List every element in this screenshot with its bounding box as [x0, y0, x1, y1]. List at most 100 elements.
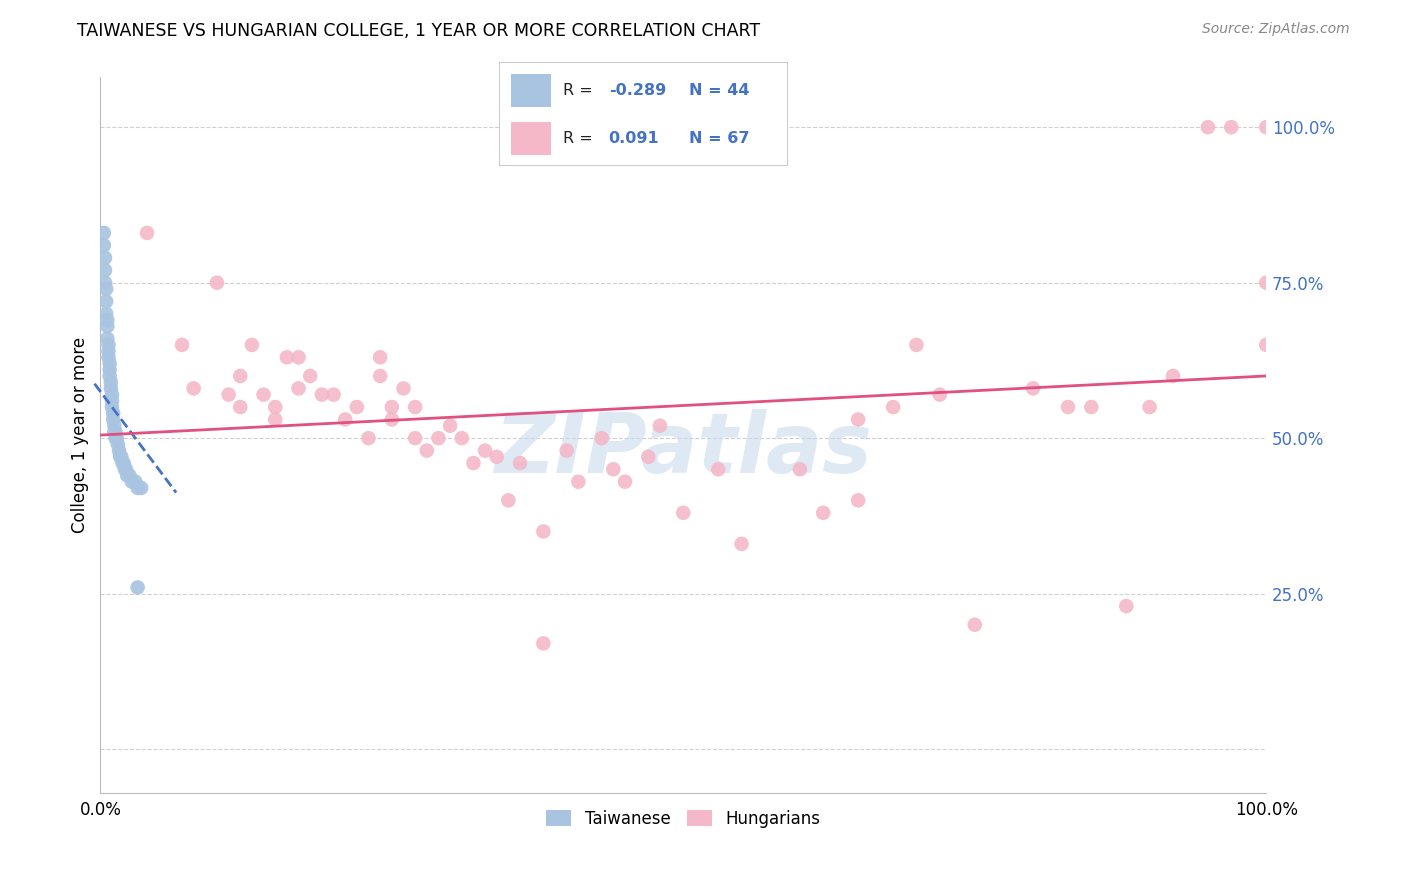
Point	[531, 524, 554, 539]
Point	[602, 462, 624, 476]
Point	[96, 313, 118, 327]
Point	[882, 400, 904, 414]
Point	[170, 338, 193, 352]
Point	[96, 307, 118, 321]
Text: N = 67: N = 67	[689, 131, 749, 146]
Point	[427, 431, 450, 445]
Point	[381, 412, 404, 426]
Point	[94, 263, 117, 277]
Point	[1256, 120, 1278, 135]
Point	[98, 363, 121, 377]
Point	[392, 381, 415, 395]
Point	[811, 506, 834, 520]
Point	[103, 425, 125, 439]
Text: ZIPatlas: ZIPatlas	[495, 409, 872, 490]
Point	[1197, 120, 1219, 135]
Point	[104, 425, 127, 439]
Point	[100, 381, 122, 395]
Point	[846, 412, 869, 426]
Text: N = 44: N = 44	[689, 83, 749, 97]
Point	[108, 450, 131, 464]
Point	[531, 636, 554, 650]
Point	[264, 400, 287, 414]
Point	[97, 344, 120, 359]
Point	[129, 481, 152, 495]
Point	[112, 456, 135, 470]
Point	[98, 368, 121, 383]
Point	[264, 412, 287, 426]
Point	[96, 319, 118, 334]
Point	[1022, 381, 1045, 395]
Text: Source: ZipAtlas.com: Source: ZipAtlas.com	[1202, 22, 1350, 37]
Point	[439, 418, 461, 433]
Point	[124, 475, 146, 489]
Point	[346, 400, 368, 414]
Point	[115, 462, 138, 476]
Point	[121, 475, 143, 489]
Point	[100, 375, 122, 389]
Point	[101, 387, 124, 401]
Point	[93, 238, 115, 252]
Point	[322, 387, 344, 401]
Point	[94, 276, 117, 290]
Point	[218, 387, 240, 401]
Point	[96, 332, 118, 346]
Point	[101, 393, 124, 408]
Point	[672, 506, 695, 520]
Point	[96, 294, 118, 309]
Point	[846, 493, 869, 508]
Point	[97, 351, 120, 365]
Point	[450, 431, 472, 445]
Point	[1256, 338, 1278, 352]
Point	[614, 475, 637, 489]
Point	[108, 443, 131, 458]
Point	[905, 338, 928, 352]
Point	[637, 450, 659, 464]
Point	[416, 443, 439, 458]
Legend: Taiwanese, Hungarians: Taiwanese, Hungarians	[540, 803, 827, 834]
Point	[229, 400, 252, 414]
Point	[252, 387, 274, 401]
Point	[205, 276, 228, 290]
Bar	[510, 122, 551, 155]
Point	[789, 462, 811, 476]
Point	[101, 406, 124, 420]
Point	[287, 381, 309, 395]
Point	[276, 351, 298, 365]
Text: 0.091: 0.091	[609, 131, 659, 146]
Point	[1080, 400, 1102, 414]
Point	[1057, 400, 1080, 414]
Point	[963, 617, 986, 632]
Point	[229, 368, 252, 383]
Point	[381, 400, 404, 414]
Point	[93, 226, 115, 240]
Point	[101, 400, 124, 414]
Point	[127, 481, 149, 495]
Point	[567, 475, 589, 489]
Point	[98, 357, 121, 371]
Point	[104, 431, 127, 445]
Point	[368, 368, 391, 383]
Point	[730, 537, 752, 551]
Point	[97, 338, 120, 352]
Point	[591, 431, 613, 445]
Point	[1161, 368, 1184, 383]
Point	[357, 431, 380, 445]
Point	[111, 456, 134, 470]
Point	[404, 400, 426, 414]
Y-axis label: College, 1 year or more: College, 1 year or more	[72, 337, 89, 533]
Point	[555, 443, 578, 458]
Text: R =: R =	[562, 83, 598, 97]
Point	[1139, 400, 1161, 414]
Point	[96, 282, 118, 296]
Point	[240, 338, 263, 352]
Point	[287, 351, 309, 365]
Point	[1256, 276, 1278, 290]
Point	[1115, 599, 1137, 613]
Point	[94, 251, 117, 265]
Point	[136, 226, 159, 240]
Point	[115, 468, 138, 483]
Text: -0.289: -0.289	[609, 83, 666, 97]
Point	[335, 412, 357, 426]
Point	[110, 450, 132, 464]
